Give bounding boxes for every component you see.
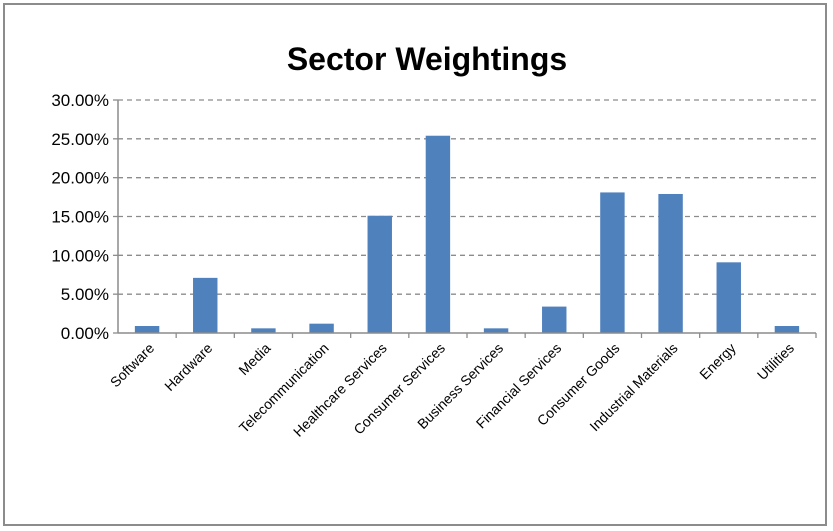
x-axis-ticks: Software Hardware MediaTelecommunicationHe… (107, 333, 817, 440)
bar (658, 193, 683, 333)
bars (134, 135, 800, 333)
x-tick-label: Software (107, 340, 158, 391)
bar (193, 277, 218, 333)
bar (367, 215, 392, 333)
y-tick-label: 15.00% (51, 208, 109, 227)
bar (309, 323, 334, 333)
y-tick-label: 10.00% (51, 246, 109, 265)
bar (774, 326, 800, 333)
bar (251, 328, 276, 333)
y-tick-label: 20.00% (51, 169, 109, 188)
y-tick-label: 25.00% (51, 130, 109, 149)
bar (542, 306, 567, 333)
x-tick-label: Hardware (161, 340, 215, 394)
x-tick-label: Energy (696, 340, 739, 383)
chart-title: Sector Weightings (287, 41, 567, 77)
bar (600, 192, 625, 333)
chart-frame (3, 3, 827, 526)
x-tick-label: Media (235, 340, 273, 378)
y-tick-label: 5.00% (61, 285, 109, 304)
y-tick-label: 0.00% (61, 324, 109, 343)
bar (134, 326, 160, 333)
gridlines (118, 99, 816, 295)
bar (483, 328, 509, 333)
y-axis-ticks: 0.00% 5.00% 10.00% 15.00% 20.00% 25.00% 30.00% (51, 91, 118, 343)
x-tick-label: Utilities (754, 340, 797, 383)
bar (716, 262, 741, 333)
bar (425, 135, 451, 333)
y-tick-label: 30.00% (51, 91, 109, 110)
